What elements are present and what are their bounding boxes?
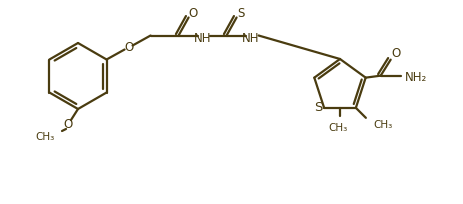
Text: S: S	[237, 7, 244, 20]
Text: O: O	[124, 41, 133, 54]
Text: O: O	[390, 47, 400, 60]
Text: O: O	[63, 119, 73, 132]
Text: CH₃: CH₃	[373, 120, 392, 130]
Text: NH: NH	[241, 32, 259, 45]
Text: S: S	[313, 101, 322, 114]
Text: O: O	[188, 7, 197, 20]
Text: NH: NH	[194, 32, 211, 45]
Text: NH₂: NH₂	[404, 71, 426, 84]
Text: CH₃: CH₃	[36, 132, 55, 142]
Text: CH₃: CH₃	[328, 123, 347, 133]
